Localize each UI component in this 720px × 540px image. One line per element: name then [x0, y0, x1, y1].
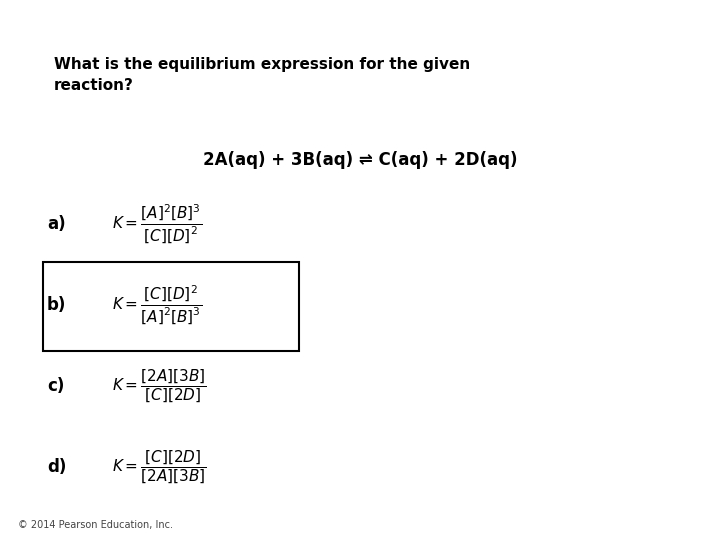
Text: c): c) [47, 377, 64, 395]
Text: $K = \dfrac{[C][2D]}{[2A][3B]}$: $K = \dfrac{[C][2D]}{[2A][3B]}$ [112, 449, 207, 485]
Text: a): a) [47, 215, 66, 233]
Text: $K = \dfrac{[2A][3B]}{[C][2D]}$: $K = \dfrac{[2A][3B]}{[C][2D]}$ [112, 368, 207, 404]
Text: $K = \dfrac{[C][D]^{2}}{[A]^{2}[B]^{3}}$: $K = \dfrac{[C][D]^{2}}{[A]^{2}[B]^{3}}$ [112, 284, 202, 326]
Text: What is the equilibrium expression for the given
reaction?: What is the equilibrium expression for t… [54, 57, 470, 93]
Text: © 2014 Pearson Education, Inc.: © 2014 Pearson Education, Inc. [18, 520, 173, 530]
Text: $K = \dfrac{[A]^{2}[B]^{3}}{[C][D]^{2}}$: $K = \dfrac{[A]^{2}[B]^{3}}{[C][D]^{2}}$ [112, 203, 202, 245]
Text: 2A(aq) + 3B(aq) ⇌ C(aq) + 2D(aq): 2A(aq) + 3B(aq) ⇌ C(aq) + 2D(aq) [203, 151, 517, 169]
Text: d): d) [47, 458, 66, 476]
Text: b): b) [47, 296, 66, 314]
